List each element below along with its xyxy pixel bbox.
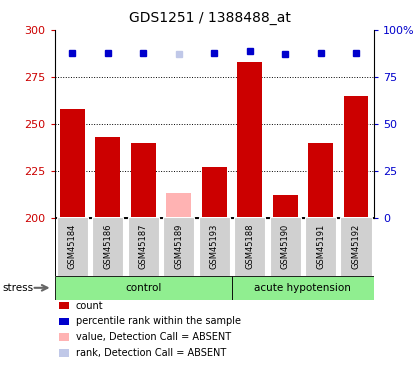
- Bar: [305, 217, 336, 276]
- Bar: [308, 142, 333, 218]
- Bar: [131, 142, 156, 218]
- Text: count: count: [76, 301, 103, 310]
- Text: value, Detection Call = ABSENT: value, Detection Call = ABSENT: [76, 332, 231, 342]
- Text: percentile rank within the sample: percentile rank within the sample: [76, 316, 241, 326]
- Text: stress: stress: [2, 283, 33, 293]
- Text: GDS1251 / 1388488_at: GDS1251 / 1388488_at: [129, 11, 291, 25]
- Bar: [234, 217, 265, 276]
- Text: GSM45190: GSM45190: [281, 224, 290, 269]
- Bar: [55, 276, 232, 300]
- Bar: [163, 217, 194, 276]
- Text: acute hypotension: acute hypotension: [255, 283, 351, 293]
- Bar: [199, 217, 230, 276]
- Text: control: control: [125, 283, 161, 293]
- Bar: [60, 109, 85, 217]
- Text: GSM45187: GSM45187: [139, 224, 148, 269]
- Bar: [344, 96, 368, 218]
- Text: GSM45186: GSM45186: [103, 224, 112, 269]
- Text: GSM45193: GSM45193: [210, 224, 219, 269]
- Bar: [57, 217, 88, 276]
- Bar: [95, 137, 120, 218]
- Text: GSM45189: GSM45189: [174, 224, 183, 269]
- Bar: [128, 217, 159, 276]
- Text: GSM45188: GSM45188: [245, 224, 254, 269]
- Bar: [341, 217, 372, 276]
- Text: GSM45184: GSM45184: [68, 224, 77, 269]
- Bar: [166, 193, 191, 217]
- Bar: [202, 167, 227, 218]
- Bar: [273, 195, 297, 217]
- Bar: [232, 276, 374, 300]
- Bar: [270, 217, 301, 276]
- Text: rank, Detection Call = ABSENT: rank, Detection Call = ABSENT: [76, 348, 226, 358]
- Bar: [92, 217, 123, 276]
- Text: GSM45191: GSM45191: [316, 224, 325, 269]
- Bar: [237, 62, 262, 217]
- Text: GSM45192: GSM45192: [352, 224, 360, 269]
